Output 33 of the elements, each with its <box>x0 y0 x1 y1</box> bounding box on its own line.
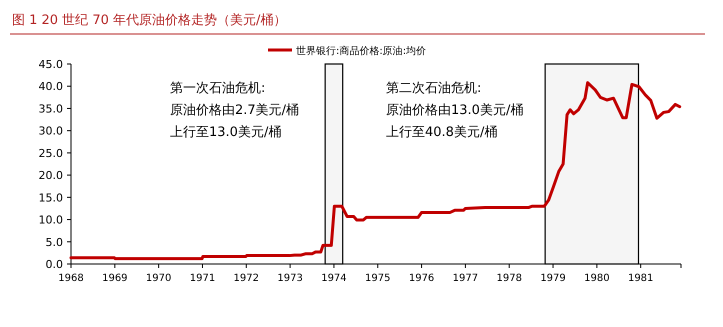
y-tick-label: 45.0 <box>38 58 63 71</box>
annotation: 原油价格由13.0美元/桶 <box>386 102 524 118</box>
annotation: 第二次石油危机: <box>386 81 482 96</box>
x-tick-label: 1971 <box>190 273 216 284</box>
y-tick-label: 20.0 <box>38 169 63 182</box>
x-tick-label: 1978 <box>496 273 522 284</box>
y-tick-label: 10.0 <box>38 214 63 227</box>
x-tick-label: 1981 <box>628 273 654 284</box>
y-tick-label: 5.0 <box>46 236 63 249</box>
legend-label: 世界银行:商品价格:原油:均价 <box>296 45 426 57</box>
y-tick-label: 0.0 <box>46 258 63 271</box>
y-tick-label: 40.0 <box>38 80 63 94</box>
y-tick-label: 25.0 <box>38 146 63 160</box>
annotation: 上行至40.8美元/桶 <box>386 124 498 140</box>
x-tick-label: 1980 <box>584 273 610 284</box>
x-tick-label: 1979 <box>540 273 566 284</box>
y-tick-label: 15.0 <box>38 191 63 204</box>
y-tick-label: 35.0 <box>38 102 63 116</box>
x-tick-label: 1968 <box>58 273 84 284</box>
x-tick-label: 1973 <box>277 273 303 284</box>
y-tick-label: 30.0 <box>38 124 63 138</box>
annotation: 上行至13.0美元/桶 <box>170 124 282 140</box>
x-tick-label: 1969 <box>102 273 128 284</box>
x-tick-label: 1976 <box>408 273 434 284</box>
chart-title: 图 1 20 世纪 70 年代原油价格走势（美元/桶） <box>12 12 286 28</box>
x-tick-label: 1974 <box>321 273 347 284</box>
x-tick-label: 1972 <box>234 273 260 284</box>
annotation: 第一次石油危机: <box>170 81 266 96</box>
x-tick-label: 1975 <box>365 273 390 284</box>
line-series <box>70 81 682 260</box>
x-tick-label: 1977 <box>452 273 478 284</box>
annotation: 原油价格由2.7美元/桶 <box>170 102 300 118</box>
x-tick-label: 1970 <box>146 273 172 284</box>
